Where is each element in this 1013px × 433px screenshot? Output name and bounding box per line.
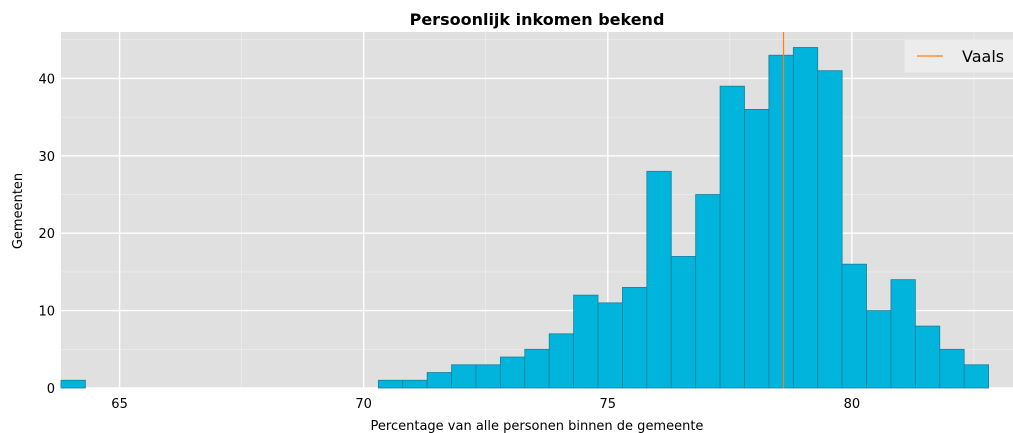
legend: Vaals: [904, 39, 1013, 73]
y-tick-label: 0: [47, 382, 55, 397]
histogram-bar: [60, 379, 86, 389]
histogram-bar: [451, 364, 477, 389]
histogram-bar: [939, 348, 965, 389]
x-tick-label: 65: [111, 397, 128, 412]
histogram-bar: [499, 356, 526, 389]
histogram-bar: [548, 333, 575, 389]
plot-area: 65 70 75 80 0 10 20 30 40 Vaals: [38, 32, 1013, 412]
histogram-bar: [963, 364, 989, 389]
histogram-bar: [475, 364, 501, 389]
chart-title: Persoonlijk inkomen bekend: [410, 10, 665, 29]
histogram-bar: [426, 372, 452, 389]
histogram-bar: [646, 170, 672, 389]
histogram-bar: [914, 325, 941, 389]
y-axis-label: Gemeenten: [11, 173, 26, 249]
y-tick-label: 10: [38, 305, 55, 320]
histogram-bar: [744, 108, 770, 389]
legend-label-vaals: Vaals: [962, 47, 1004, 66]
histogram-bar: [768, 54, 794, 389]
histogram-bar: [597, 302, 623, 389]
histogram-bar: [402, 379, 428, 389]
histogram-bar: [622, 286, 648, 389]
histogram-bar: [890, 279, 916, 389]
x-tick-label: 75: [600, 397, 617, 412]
x-axis-label: Percentage van alle personen binnen de g…: [371, 419, 704, 433]
y-tick-label: 40: [38, 72, 55, 87]
histogram-bar: [841, 263, 867, 389]
histogram-bar: [670, 256, 697, 389]
y-tick-label: 20: [38, 227, 55, 242]
histogram-bar: [719, 85, 745, 389]
histogram-bar: [817, 70, 843, 389]
histogram-bar: [377, 379, 404, 389]
histogram-bar: [695, 194, 721, 389]
histogram-bar: [866, 310, 892, 389]
x-tick-label: 80: [844, 397, 861, 412]
x-tick-label: 70: [355, 397, 372, 412]
histogram-bar: [573, 294, 599, 389]
histogram-bar: [524, 348, 550, 389]
histogram-bar: [792, 47, 819, 389]
y-tick-label: 30: [38, 150, 55, 165]
